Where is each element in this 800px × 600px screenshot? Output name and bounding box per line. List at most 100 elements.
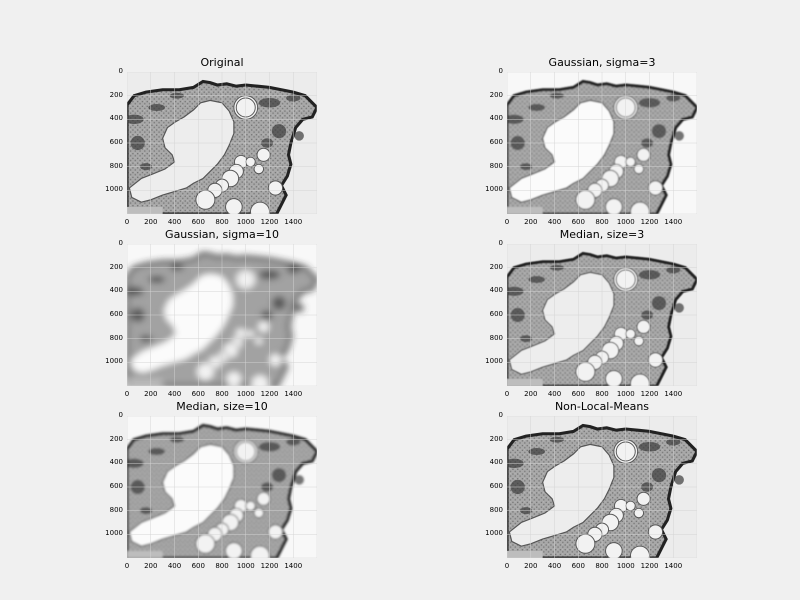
y-tick-label: 200 xyxy=(109,90,123,99)
y-tick-label: 800 xyxy=(109,505,123,514)
subplot-panel: Non-Local-Means 0 200 400 600 800 1000 0 200 400 6… xyxy=(485,400,697,570)
x-tick-label: 400 xyxy=(167,390,182,398)
x-tick-label: 600 xyxy=(191,218,205,226)
y-tick-label: 200 xyxy=(489,90,503,99)
y-tick-label: 400 xyxy=(489,286,503,295)
x-tick-label: 600 xyxy=(191,562,205,570)
subplot-title: Gaussian, sigma=10 xyxy=(165,228,279,241)
y-tick-label: 0 xyxy=(498,411,503,419)
x-tick-label: 800 xyxy=(215,562,229,570)
x-tick-label: 0 xyxy=(124,218,130,226)
image-axes xyxy=(507,72,697,214)
tissue-image xyxy=(507,72,697,214)
subplot-panel: Median, size=10 0 200 400 600 800 1000 0 200 400 6… xyxy=(105,400,317,570)
x-tick-label: 200 xyxy=(524,562,538,570)
x-tick-label: 1000 xyxy=(616,390,635,398)
y-tick-label: 800 xyxy=(109,333,123,342)
x-tick-label: 600 xyxy=(571,562,585,570)
x-tick-label: 0 xyxy=(504,562,510,570)
x-tick-label: 1000 xyxy=(616,218,635,226)
image-axes xyxy=(127,244,317,386)
x-tick-label: 400 xyxy=(167,218,182,226)
tissue-image xyxy=(127,72,317,214)
y-tick-label: 200 xyxy=(109,434,123,443)
y-tick-label: 1000 xyxy=(485,185,503,194)
x-tick-label: 400 xyxy=(547,218,562,226)
subplot-panel: Median, size=3 0 200 400 600 800 1000 0 200 400 60… xyxy=(485,228,697,398)
y-tick-label: 400 xyxy=(109,286,123,295)
y-tick-label: 400 xyxy=(489,458,503,467)
x-tick-label: 1400 xyxy=(664,562,683,570)
y-tick-label: 400 xyxy=(489,114,503,123)
y-tick-label: 400 xyxy=(109,114,123,123)
y-tick-label: 0 xyxy=(118,239,123,247)
x-tick-label: 1000 xyxy=(616,562,635,570)
x-tick-label: 200 xyxy=(144,218,158,226)
tissue-image xyxy=(127,416,317,558)
x-tick-label: 400 xyxy=(167,562,182,570)
x-tick-label: 800 xyxy=(595,218,609,226)
x-tick-label: 1000 xyxy=(236,562,255,570)
x-tick-label: 200 xyxy=(524,218,538,226)
x-tick-label: 0 xyxy=(504,390,510,398)
x-tick-label: 800 xyxy=(595,390,609,398)
x-tick-label: 1200 xyxy=(640,218,659,226)
y-tick-label: 1000 xyxy=(105,529,123,538)
y-tick-label: 800 xyxy=(109,161,123,170)
x-tick-label: 600 xyxy=(571,218,585,226)
x-tick-label: 1200 xyxy=(260,562,279,570)
y-tick-label: 0 xyxy=(118,67,123,75)
subplot-title: Non-Local-Means xyxy=(554,400,650,413)
image-axes xyxy=(507,416,697,558)
x-tick-label: 0 xyxy=(124,390,130,398)
y-tick-label: 1000 xyxy=(105,185,123,194)
y-tick-label: 600 xyxy=(489,482,503,490)
y-tick-label: 600 xyxy=(489,310,503,318)
x-tick-label: 800 xyxy=(215,218,229,226)
tissue-image xyxy=(507,244,697,386)
y-tick-label: 200 xyxy=(109,262,123,271)
subplot-title: Gaussian, sigma=3 xyxy=(548,56,656,69)
x-tick-label: 0 xyxy=(124,562,130,570)
y-tick-label: 400 xyxy=(109,458,123,467)
x-tick-label: 200 xyxy=(144,562,158,570)
x-tick-label: 600 xyxy=(571,390,585,398)
x-tick-label: 600 xyxy=(191,390,205,398)
x-tick-label: 0 xyxy=(504,218,510,226)
y-tick-label: 800 xyxy=(489,333,503,342)
tissue-image xyxy=(127,244,317,386)
y-tick-label: 600 xyxy=(109,482,123,490)
subplot-title: Median, size=3 xyxy=(559,228,645,241)
y-tick-label: 0 xyxy=(498,239,503,247)
subplot-panel: Original 0 200 400 600 800 1000 0 200 400 600 800 10… xyxy=(105,56,317,226)
y-tick-label: 600 xyxy=(109,138,123,146)
tissue-image xyxy=(507,416,697,558)
x-tick-label: 1400 xyxy=(284,218,303,226)
image-axes xyxy=(127,72,317,214)
y-tick-label: 0 xyxy=(498,67,503,75)
x-tick-label: 1000 xyxy=(236,390,255,398)
x-tick-label: 1200 xyxy=(640,562,659,570)
x-tick-label: 1200 xyxy=(260,390,279,398)
y-tick-label: 800 xyxy=(489,505,503,514)
subplot-title: Median, size=10 xyxy=(176,400,268,413)
x-tick-label: 800 xyxy=(215,390,229,398)
y-tick-label: 600 xyxy=(489,138,503,146)
x-tick-label: 400 xyxy=(547,390,562,398)
y-tick-label: 1000 xyxy=(105,357,123,366)
x-tick-label: 800 xyxy=(595,562,609,570)
x-tick-label: 1200 xyxy=(260,218,279,226)
y-tick-label: 600 xyxy=(109,310,123,318)
y-tick-label: 800 xyxy=(489,161,503,170)
x-tick-label: 200 xyxy=(144,390,158,398)
y-tick-label: 200 xyxy=(489,434,503,443)
y-tick-label: 1000 xyxy=(485,529,503,538)
image-axes xyxy=(127,416,317,558)
x-tick-label: 1400 xyxy=(284,390,303,398)
x-tick-label: 200 xyxy=(524,390,538,398)
x-tick-label: 1200 xyxy=(640,390,659,398)
y-tick-label: 0 xyxy=(118,411,123,419)
y-tick-label: 200 xyxy=(489,262,503,271)
x-tick-label: 1400 xyxy=(664,390,683,398)
x-tick-label: 400 xyxy=(547,562,562,570)
